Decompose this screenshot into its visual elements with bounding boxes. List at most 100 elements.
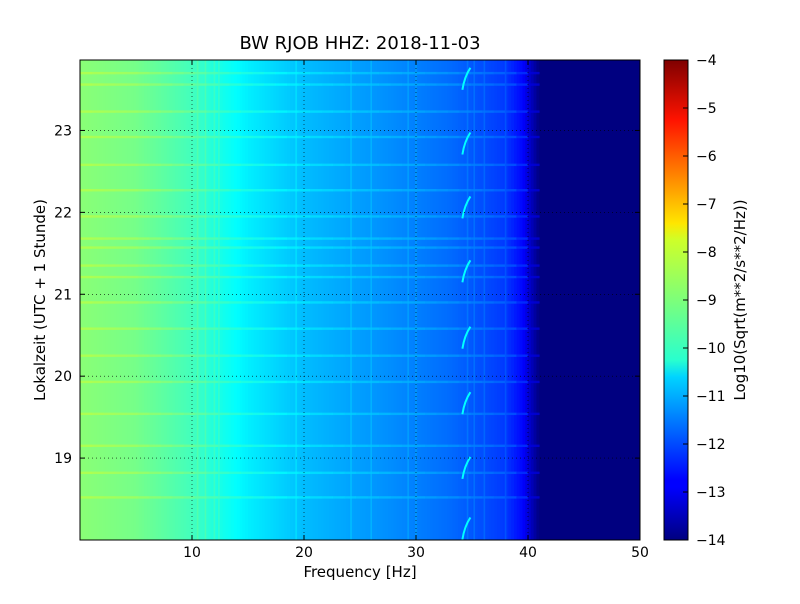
heatmap-column — [292, 60, 296, 540]
event-band — [194, 71, 207, 75]
event-band — [217, 237, 230, 240]
event-band — [275, 354, 288, 357]
event-band — [516, 215, 529, 218]
event-band — [125, 327, 138, 330]
event-band — [493, 354, 506, 357]
heatmap-column — [438, 60, 442, 540]
event-band — [321, 327, 333, 330]
event-band — [102, 246, 115, 249]
heatmap-column — [382, 60, 386, 540]
event-band — [458, 237, 471, 240]
chirp-event — [461, 326, 472, 349]
event-band — [286, 380, 299, 384]
heatmap-column — [556, 60, 560, 540]
event-band — [298, 412, 310, 416]
chirp-event — [461, 391, 472, 415]
event-band — [229, 237, 242, 240]
event-band — [516, 135, 529, 139]
heatmap-column — [410, 60, 414, 540]
event-band — [183, 264, 196, 267]
event-band — [504, 246, 517, 249]
event-band — [114, 189, 127, 192]
event-band — [171, 380, 184, 384]
event-band — [516, 380, 529, 384]
event-band — [504, 215, 517, 218]
event-band — [355, 135, 368, 139]
event-band — [148, 496, 161, 499]
event-band — [412, 444, 425, 447]
event-band — [470, 246, 483, 249]
event-band — [125, 215, 138, 218]
heatmap-column — [340, 60, 344, 540]
heatmap-column — [306, 60, 310, 540]
event-band — [481, 83, 494, 86]
heatmap-column — [158, 60, 162, 540]
event-band — [332, 83, 345, 86]
event-band — [298, 275, 310, 279]
event-band — [470, 163, 483, 167]
event-band — [206, 246, 219, 249]
event-band — [527, 246, 540, 249]
event-band — [114, 380, 127, 384]
event-band — [378, 354, 391, 357]
event-band — [137, 354, 150, 357]
event-band — [298, 189, 310, 192]
event-band — [424, 380, 437, 384]
event-band — [504, 189, 517, 192]
event-band — [229, 189, 242, 192]
heatmap-column — [138, 60, 142, 540]
event-band — [183, 380, 196, 384]
event-band — [160, 71, 173, 75]
event-band — [91, 412, 104, 416]
event-band — [435, 215, 448, 218]
heatmap-column — [600, 60, 604, 540]
event-band — [275, 380, 288, 384]
event-band — [344, 354, 356, 357]
heatmap-column — [161, 60, 165, 540]
colorbar-label: Log10(Sqrt(m**2/s**2/Hz)) — [731, 199, 749, 400]
heatmap-column — [82, 60, 86, 540]
event-band — [263, 215, 276, 218]
event-band — [424, 412, 437, 416]
event-band — [125, 246, 138, 249]
event-band — [344, 275, 356, 279]
event-band — [80, 471, 92, 475]
event-band — [367, 301, 379, 304]
event-band — [114, 412, 127, 416]
heatmap-column — [242, 60, 246, 540]
heatmap-column — [491, 60, 495, 540]
heatmap-column — [390, 60, 394, 540]
event-band — [298, 237, 310, 240]
heatmap-column — [617, 60, 621, 540]
heatmap-column — [402, 60, 406, 540]
event-band — [183, 215, 196, 218]
event-band — [401, 327, 414, 330]
event-band — [481, 135, 494, 139]
event-band — [183, 135, 196, 139]
event-band — [194, 471, 207, 475]
event-band — [229, 380, 242, 384]
event-band — [102, 189, 115, 192]
heatmap-column — [502, 60, 506, 540]
heatmap-column — [108, 60, 112, 540]
event-band — [263, 496, 276, 499]
heatmap-column — [354, 60, 358, 540]
event-band — [309, 189, 322, 192]
chirp-event — [461, 516, 472, 540]
event-band — [160, 83, 173, 86]
event-band — [240, 412, 253, 416]
event-band — [114, 237, 127, 240]
event-band — [493, 189, 506, 192]
event-band — [263, 246, 276, 249]
event-band — [309, 275, 322, 279]
event-band — [447, 264, 460, 267]
heatmap-column — [346, 60, 350, 540]
event-band — [240, 246, 253, 249]
event-band — [516, 110, 529, 113]
event-band — [389, 237, 402, 240]
event-band — [504, 135, 517, 139]
heatmap-column — [113, 60, 117, 540]
event-band — [148, 135, 161, 139]
event-band — [148, 380, 161, 384]
heatmap-column — [449, 60, 453, 540]
